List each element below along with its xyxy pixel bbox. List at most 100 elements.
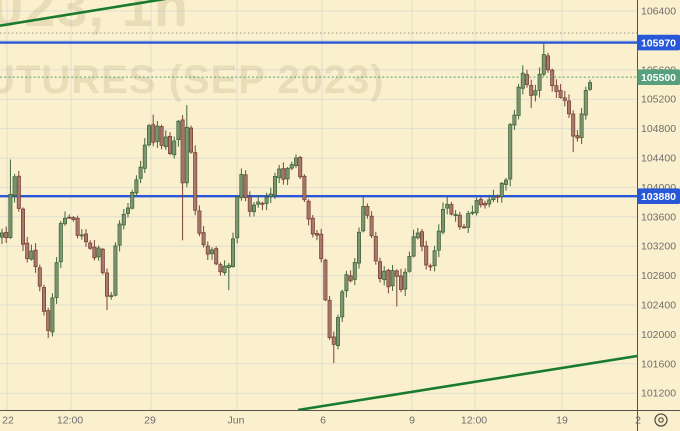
candle	[293, 154, 298, 168]
candle	[214, 246, 219, 266]
candle	[470, 205, 475, 216]
candle	[239, 168, 244, 201]
time-tick-label: 9	[409, 415, 415, 427]
price-tick-label: 102400	[641, 300, 676, 312]
price-tick-label: 102000	[641, 329, 676, 341]
line-price-label-text: 103880	[641, 191, 676, 203]
candle	[365, 203, 370, 219]
candle	[146, 123, 151, 147]
price-tick-label: 105200	[641, 94, 676, 106]
candle	[554, 79, 559, 98]
candle	[243, 170, 248, 202]
candle	[361, 196, 366, 233]
candle	[533, 84, 538, 102]
candle	[235, 195, 240, 244]
candle	[491, 189, 496, 203]
candle	[457, 211, 462, 230]
candle	[478, 197, 483, 208]
trendline-drawing[interactable]	[297, 354, 638, 412]
last-price-label-text: 105500	[641, 72, 676, 84]
candle	[113, 242, 118, 297]
candle	[42, 284, 47, 316]
candle	[218, 262, 223, 276]
candle	[176, 119, 181, 147]
candle	[58, 221, 63, 269]
line-price-label-text: 105970	[641, 37, 676, 49]
candle	[440, 202, 445, 235]
candle	[0, 228, 4, 244]
candle	[432, 245, 437, 272]
candle	[54, 257, 59, 304]
time-axis[interactable]	[0, 410, 680, 431]
candle	[46, 307, 51, 339]
candle	[541, 42, 546, 77]
candle	[230, 232, 235, 268]
candle	[306, 199, 311, 226]
price-tick-label: 104400	[641, 153, 676, 165]
candle	[134, 175, 139, 196]
candle	[466, 210, 471, 234]
candle	[588, 79, 593, 91]
candle	[453, 210, 458, 222]
candle	[92, 239, 97, 261]
candle	[546, 52, 551, 73]
candle	[323, 258, 328, 302]
candle	[130, 189, 135, 210]
candle	[20, 207, 25, 251]
candle	[167, 132, 172, 156]
candle	[151, 114, 156, 147]
candle	[63, 211, 68, 226]
candle	[247, 191, 252, 217]
candle	[8, 159, 13, 239]
candle	[197, 205, 202, 237]
candle	[562, 90, 567, 107]
candle	[579, 108, 584, 144]
price-scale-settings-icon[interactable]	[654, 413, 668, 427]
candle	[155, 120, 160, 148]
time-tick-label: 22	[2, 415, 14, 427]
candle	[172, 136, 177, 159]
time-tick-label: 12:00	[461, 415, 487, 427]
candle	[16, 170, 21, 212]
price-tick-label: 104800	[641, 123, 676, 135]
candle	[428, 263, 433, 271]
time-tick-label: 2	[635, 415, 641, 427]
candle	[84, 229, 89, 247]
candle	[403, 268, 408, 297]
candle	[12, 173, 17, 203]
candle	[482, 200, 487, 209]
candle	[356, 227, 361, 269]
time-tick-label: Jun	[228, 415, 245, 427]
candle	[126, 202, 131, 218]
price-tick-label: 103600	[641, 211, 676, 223]
candle	[188, 125, 193, 154]
candle	[445, 196, 450, 215]
candle	[226, 262, 231, 291]
candle	[382, 266, 387, 286]
candle	[567, 94, 572, 118]
candle	[201, 226, 206, 248]
trendline-drawing[interactable]	[0, 0, 171, 27]
price-tick-label: 101200	[641, 388, 676, 400]
candle	[525, 69, 530, 88]
candle	[100, 247, 105, 275]
candle	[319, 228, 324, 263]
candle	[390, 264, 395, 291]
candle	[369, 211, 374, 238]
candle	[193, 145, 198, 216]
candle	[277, 164, 282, 184]
candle	[117, 220, 122, 252]
candle	[256, 195, 261, 208]
time-tick-label: 12:00	[57, 415, 83, 427]
candle	[550, 68, 555, 92]
candle	[377, 257, 382, 283]
candle	[499, 182, 504, 203]
candle	[222, 260, 227, 276]
candle	[142, 138, 147, 174]
candle	[67, 214, 72, 219]
price-tick-label: 103200	[641, 241, 676, 253]
last-price-label	[637, 69, 680, 85]
candle	[512, 109, 517, 130]
